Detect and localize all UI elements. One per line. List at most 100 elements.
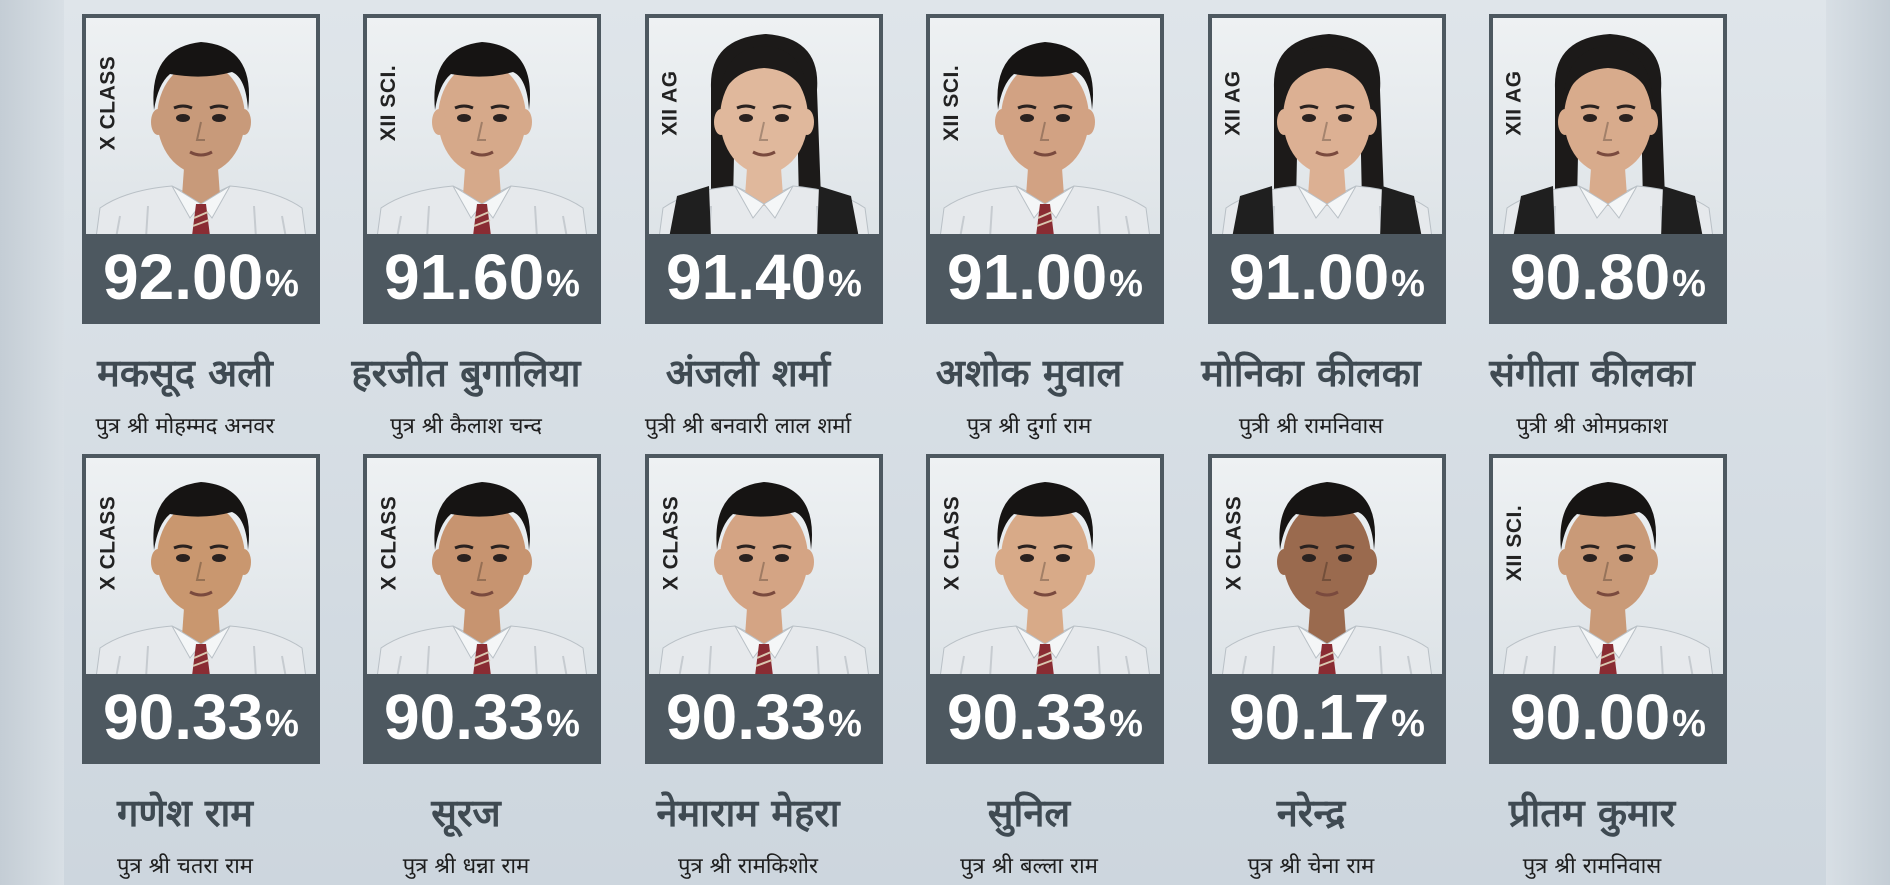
score-bar: 91.00% xyxy=(930,234,1160,320)
percent-sign: % xyxy=(1672,263,1706,305)
student-name: नरेन्द्र xyxy=(1276,791,1346,835)
portrait-silhouette xyxy=(939,42,1151,238)
score-value: 90.33 xyxy=(947,681,1108,753)
score-value: 90.33 xyxy=(384,681,545,753)
percent-sign: % xyxy=(1391,263,1425,305)
photo-frame: XII AG 91.40% xyxy=(645,14,883,324)
student-photo: X CLASS xyxy=(86,458,316,678)
student-photo: X CLASS xyxy=(649,458,879,678)
parent-name: पुत्र श्री धन्ना राम xyxy=(402,854,530,879)
parent-name: पुत्र श्री रामनिवास xyxy=(1522,854,1662,879)
class-label-text: XII AG xyxy=(1222,70,1246,136)
student-card: XII AG 91.00% मोनिका कीलका पुत्री श्री रामन… xyxy=(1146,14,1476,444)
portrait-silhouette xyxy=(1221,34,1433,238)
student-photo: X CLASS xyxy=(930,458,1160,678)
photo-frame: XII SCI. 91.60% xyxy=(363,14,601,324)
class-label: X CLASS xyxy=(94,28,122,178)
student-card: X CLASS 90.33% गणेश राम पुत्र श्री चतरा राम xyxy=(20,454,350,884)
parent-name: पुत्र श्री बल्ला राम xyxy=(960,854,1098,879)
parent-name: पुत्र श्री चेना राम xyxy=(1247,854,1375,879)
student-card: X CLASS 90.33% नेमाराम मेहरा पुत्र श्री राम… xyxy=(583,454,913,884)
score-bar: 92.00% xyxy=(86,234,316,320)
class-label: XII SCI. xyxy=(938,28,966,178)
photo-frame: X CLASS 92.00% xyxy=(82,14,320,324)
class-label: X CLASS xyxy=(94,468,122,618)
right-margin xyxy=(1826,0,1890,885)
score-bar: 90.33% xyxy=(649,674,879,760)
photo-frame: XII AG 91.00% xyxy=(1208,14,1446,324)
class-label: XII SCI. xyxy=(375,28,403,178)
class-label-text: XII AG xyxy=(659,70,683,136)
percent-sign: % xyxy=(1109,263,1143,305)
class-label-text: XII AG xyxy=(1503,70,1527,136)
score-bar: 91.00% xyxy=(1212,234,1442,320)
student-name: मकसूद अली xyxy=(97,351,273,395)
portrait-silhouette xyxy=(1221,482,1433,678)
score-bar: 90.33% xyxy=(367,674,597,760)
score-value: 91.60 xyxy=(384,241,545,313)
score-bar: 90.33% xyxy=(930,674,1160,760)
score-bar: 90.33% xyxy=(86,674,316,760)
student-name: संगीता कीलका xyxy=(1489,351,1695,395)
percent-sign: % xyxy=(546,703,580,745)
class-label: X CLASS xyxy=(375,468,403,618)
parent-name: पुत्र श्री रामकिशोर xyxy=(677,854,818,879)
score-bar: 90.80% xyxy=(1493,234,1723,320)
parent-name: पुत्री श्री ओमप्रकाश xyxy=(1516,414,1668,439)
class-label-text: X CLASS xyxy=(1222,495,1246,591)
class-label: XII AG xyxy=(1501,28,1529,178)
student-photo: XII AG xyxy=(649,18,879,238)
photo-frame: X CLASS 90.17% xyxy=(1208,454,1446,764)
portrait-silhouette xyxy=(658,34,870,238)
student-name: मोनिका कीलका xyxy=(1201,351,1421,395)
class-label: X CLASS xyxy=(938,468,966,618)
portrait-silhouette xyxy=(1502,482,1714,678)
student-photo: XII SCI. xyxy=(367,18,597,238)
score-value: 90.80 xyxy=(1510,241,1671,313)
percent-sign: % xyxy=(828,263,862,305)
photo-frame: X CLASS 90.33% xyxy=(363,454,601,764)
class-label-text: X CLASS xyxy=(940,495,964,591)
photo-frame: X CLASS 90.33% xyxy=(926,454,1164,764)
class-label: XII AG xyxy=(1220,28,1248,178)
student-photo: X CLASS xyxy=(367,458,597,678)
student-name: नेमाराम मेहरा xyxy=(656,791,840,835)
student-card: X CLASS 90.17% नरेन्द्र पुत्र श्री चेना राम xyxy=(1146,454,1476,884)
class-label-text: X CLASS xyxy=(96,495,120,591)
parent-name: पुत्री श्री रामनिवास xyxy=(1238,414,1384,439)
percent-sign: % xyxy=(265,703,299,745)
photo-frame: XII AG 90.80% xyxy=(1489,14,1727,324)
student-name: अशोक मुवाल xyxy=(935,351,1123,395)
percent-sign: % xyxy=(1109,703,1143,745)
student-card: X CLASS 90.33% सूरज पुत्र श्री धन्ना राम xyxy=(301,454,631,884)
photo-frame: XII SCI. 91.00% xyxy=(926,14,1164,324)
class-label: XII AG xyxy=(657,28,685,178)
student-card: XII SCI. 91.00% अशोक मुवाल पुत्र श्री दुर्ग… xyxy=(864,14,1194,444)
score-value: 90.33 xyxy=(666,681,827,753)
class-label-text: XII SCI. xyxy=(377,64,401,142)
parent-name: पुत्र श्री कैलाश चन्द xyxy=(390,414,542,439)
student-card: X CLASS 90.33% सुनिल पुत्र श्री बल्ला राम xyxy=(864,454,1194,884)
student-name: सूरज xyxy=(431,791,501,835)
student-photo: X CLASS xyxy=(86,18,316,238)
score-value: 90.17 xyxy=(1229,681,1390,753)
student-photo: X CLASS xyxy=(1212,458,1442,678)
percent-sign: % xyxy=(265,263,299,305)
student-name: अंजली शर्मा xyxy=(665,351,831,395)
student-photo: XII SCI. xyxy=(1493,458,1723,678)
class-label-text: X CLASS xyxy=(377,495,401,591)
percent-sign: % xyxy=(1391,703,1425,745)
student-name: सुनिल xyxy=(987,791,1071,835)
score-value: 90.00 xyxy=(1510,681,1671,753)
portrait-silhouette xyxy=(939,482,1151,678)
student-photo: XII AG xyxy=(1493,18,1723,238)
student-name: प्रीतम कुमार xyxy=(1508,791,1676,835)
portrait-silhouette xyxy=(1502,34,1714,238)
class-label-text: X CLASS xyxy=(659,495,683,591)
portrait-silhouette xyxy=(95,42,307,238)
percent-sign: % xyxy=(546,263,580,305)
score-bar: 91.40% xyxy=(649,234,879,320)
class-label-text: X CLASS xyxy=(96,55,120,151)
student-card: X CLASS 92.00% मकसूद अली पुत्र श्री मोहम्मद… xyxy=(20,14,350,444)
